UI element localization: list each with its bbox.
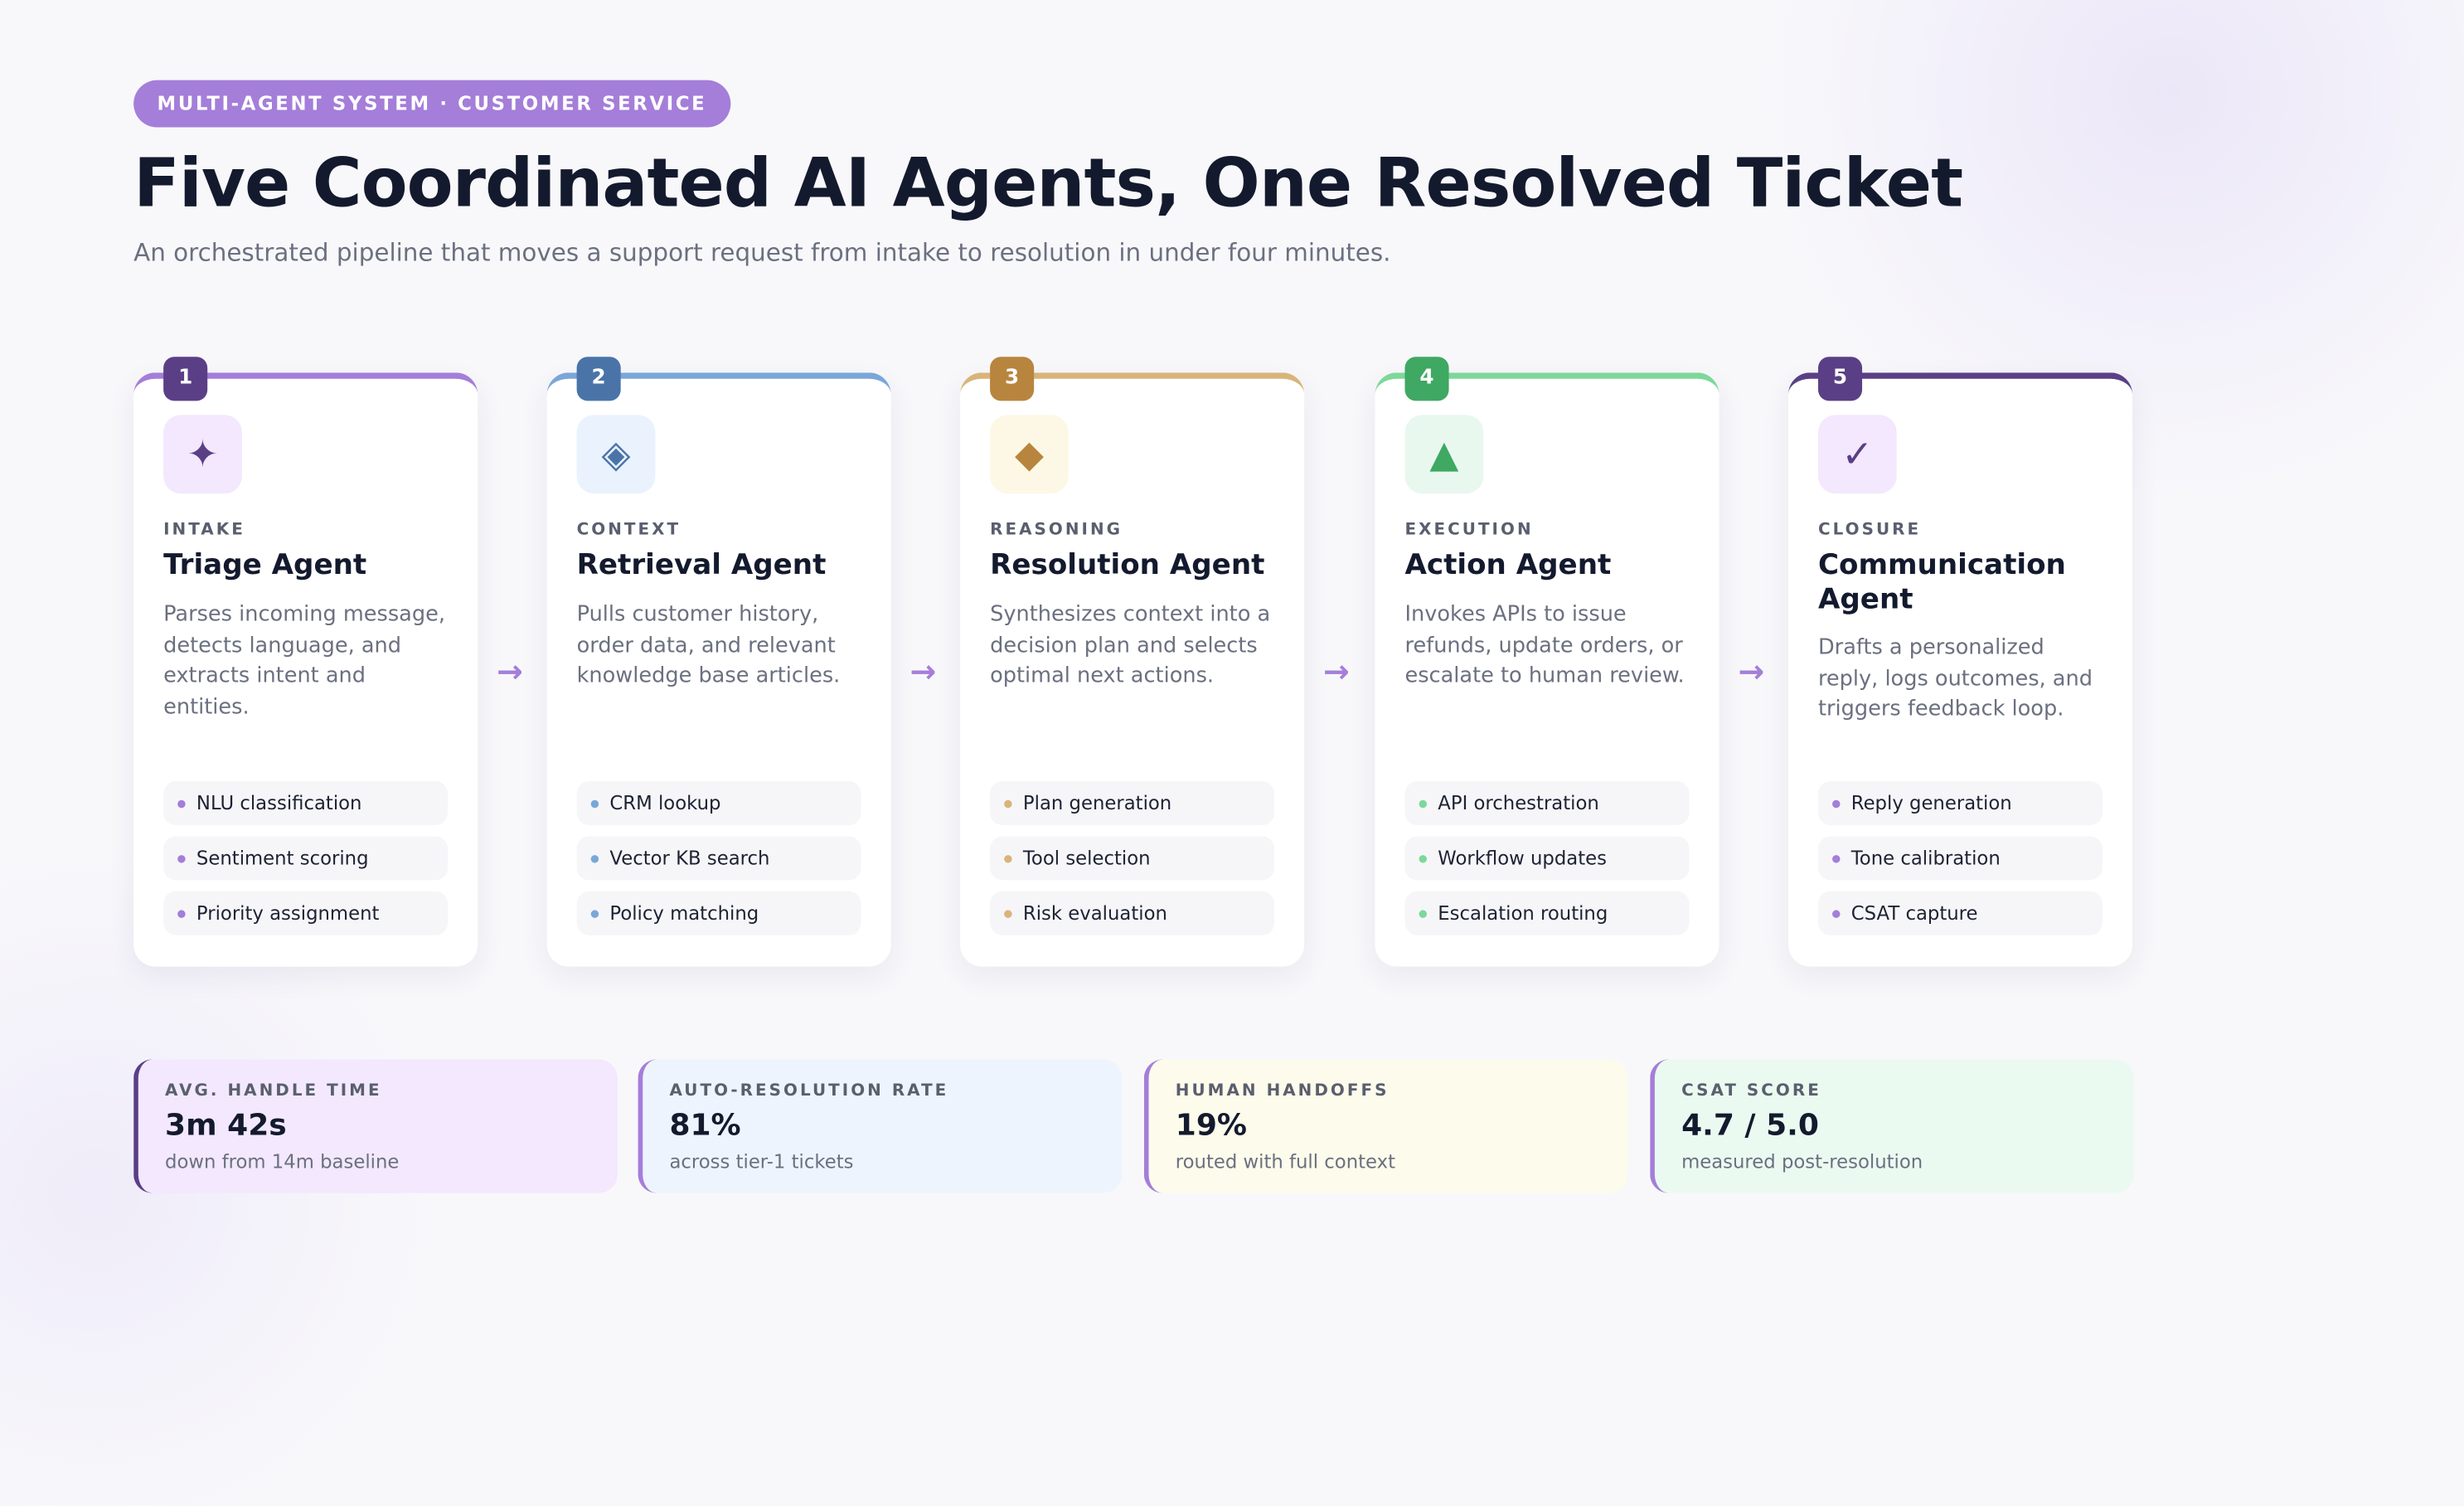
agent-name: Action Agent [1404, 548, 1612, 582]
agent-card: 4 ▲ EXECUTION Action Agent Invokes APIs to i… [1375, 357, 1719, 967]
feature-dot [1832, 855, 1841, 863]
feature-dot [177, 910, 186, 918]
subtitle: An orchestrated pipeline that moves a su… [133, 239, 1391, 268]
agent-card: 1 ✦ INTAKE Triage Agent Parses incoming mess… [133, 357, 478, 967]
feature-pill: NLU classification [163, 781, 449, 826]
card-accent [1375, 372, 1719, 401]
feature-dot [590, 910, 599, 918]
feature-pill: Plan generation [990, 781, 1275, 826]
feature-dot [177, 855, 186, 863]
metric-label: HUMAN HANDOFFS [1175, 1081, 1390, 1100]
feature-pill: Tone calibration [1817, 836, 2103, 881]
metric-note: across tier-1 tickets [669, 1150, 854, 1173]
metric-label: AUTO-RESOLUTION RATE [669, 1081, 949, 1100]
title: Five Coordinated AI Agents, One Resolved… [133, 144, 1963, 224]
feature-pill: Reply generation [1817, 781, 2103, 826]
metric-value: 81% [669, 1108, 741, 1143]
feature-dot [590, 855, 599, 863]
agent-description: Drafts a personalized reply, logs outcom… [1817, 634, 2093, 721]
feature-pill: Tool selection [990, 836, 1275, 881]
metric-value: 4.7 / 5.0 [1681, 1108, 1819, 1143]
feature-pill: Risk evaluation [990, 891, 1275, 935]
stage-label: CONTEXT [576, 520, 681, 540]
agent-name: Triage Agent [163, 548, 367, 582]
feature-pill: Workflow updates [1404, 836, 1690, 881]
feature-pill: CSAT capture [1817, 891, 2103, 935]
agent-card: 2 ◈ CONTEXT Retrieval Agent Pulls customer h… [546, 357, 891, 967]
agent-description: Synthesizes context into a decision plan… [990, 601, 1271, 689]
stage-label: REASONING [990, 520, 1123, 540]
card-accent [1787, 372, 2133, 401]
agent-description: Pulls customer history, order data, and … [576, 601, 841, 689]
feature-pill: API orchestration [1404, 781, 1690, 826]
stage-label: INTAKE [163, 520, 245, 540]
metric-note: measured post-resolution [1681, 1150, 1923, 1173]
agent-icon: ◆ [990, 415, 1069, 494]
agent-name: Communication Agent [1817, 548, 2066, 616]
feature-dot [1832, 910, 1841, 918]
metric-card: AUTO-RESOLUTION RATE 81% across tier-1 tic… [638, 1059, 1123, 1193]
metric-note: down from 14m baseline [165, 1150, 400, 1173]
feature-pill: Escalation routing [1404, 891, 1690, 935]
step-number: 5 [1817, 357, 1863, 401]
feature-dot [1832, 799, 1841, 809]
feature-dot [1419, 910, 1428, 918]
feature-dot [1419, 855, 1428, 863]
feature-dot [590, 799, 599, 809]
stage-label: CLOSURE [1817, 520, 1922, 540]
agent-icon: ◈ [576, 415, 656, 494]
metric-value: 3m 42s [165, 1108, 287, 1143]
metric-card: AVG. HANDLE TIME 3m 42s down from 14m base… [133, 1059, 618, 1193]
feature-pill: CRM lookup [576, 781, 861, 826]
step-number: 3 [990, 357, 1035, 401]
feature-pill: Sentiment scoring [163, 836, 449, 881]
feature-dot [177, 799, 186, 809]
feature-dot [1004, 910, 1012, 918]
metric-value: 19% [1175, 1108, 1247, 1143]
agent-icon: ✓ [1817, 415, 1897, 494]
feature-dot [1004, 799, 1012, 809]
step-number: 2 [576, 357, 621, 401]
badge: MULTI-AGENT SYSTEM · CUSTOMER SERVICE [133, 80, 730, 128]
agent-card: 5 ✓ CLOSURE Communication Agent Drafts a per… [1787, 357, 2133, 967]
step-number: 1 [163, 357, 208, 401]
feature-dot [1419, 799, 1428, 809]
feature-pill: Priority assignment [163, 891, 449, 935]
metric-label: CSAT SCORE [1681, 1081, 1821, 1100]
feature-pill: Vector KB search [576, 836, 861, 881]
agent-icon: ▲ [1404, 415, 1484, 494]
metric-label: AVG. HANDLE TIME [165, 1081, 382, 1100]
feature-dot [1004, 855, 1012, 863]
agent-icon: ✦ [163, 415, 242, 494]
agent-card: 3 ◆ REASONING Resolution Agent Synthesizes c… [960, 357, 1305, 967]
agent-name: Resolution Agent [990, 548, 1265, 582]
card-accent [546, 372, 891, 401]
stage-label: EXECUTION [1404, 520, 1534, 540]
agent-name: Retrieval Agent [576, 548, 827, 582]
flow-arrow: → [1738, 652, 1765, 691]
step-number: 4 [1404, 357, 1449, 401]
flow-arrow: → [909, 652, 937, 691]
card-accent [133, 372, 478, 401]
agent-description: Parses incoming message, detects languag… [163, 601, 445, 720]
flow-arrow: → [496, 652, 523, 691]
feature-pill: Policy matching [576, 891, 861, 935]
agent-description: Invokes APIs to issue refunds, update or… [1404, 601, 1685, 689]
flow-arrow: → [1322, 652, 1350, 691]
metric-card: HUMAN HANDOFFS 19% routed with full contex… [1143, 1059, 1628, 1193]
metric-note: routed with full context [1175, 1150, 1396, 1173]
card-accent [960, 372, 1305, 401]
metric-card: CSAT SCORE 4.7 / 5.0 measured post-resolut… [1650, 1059, 2134, 1193]
